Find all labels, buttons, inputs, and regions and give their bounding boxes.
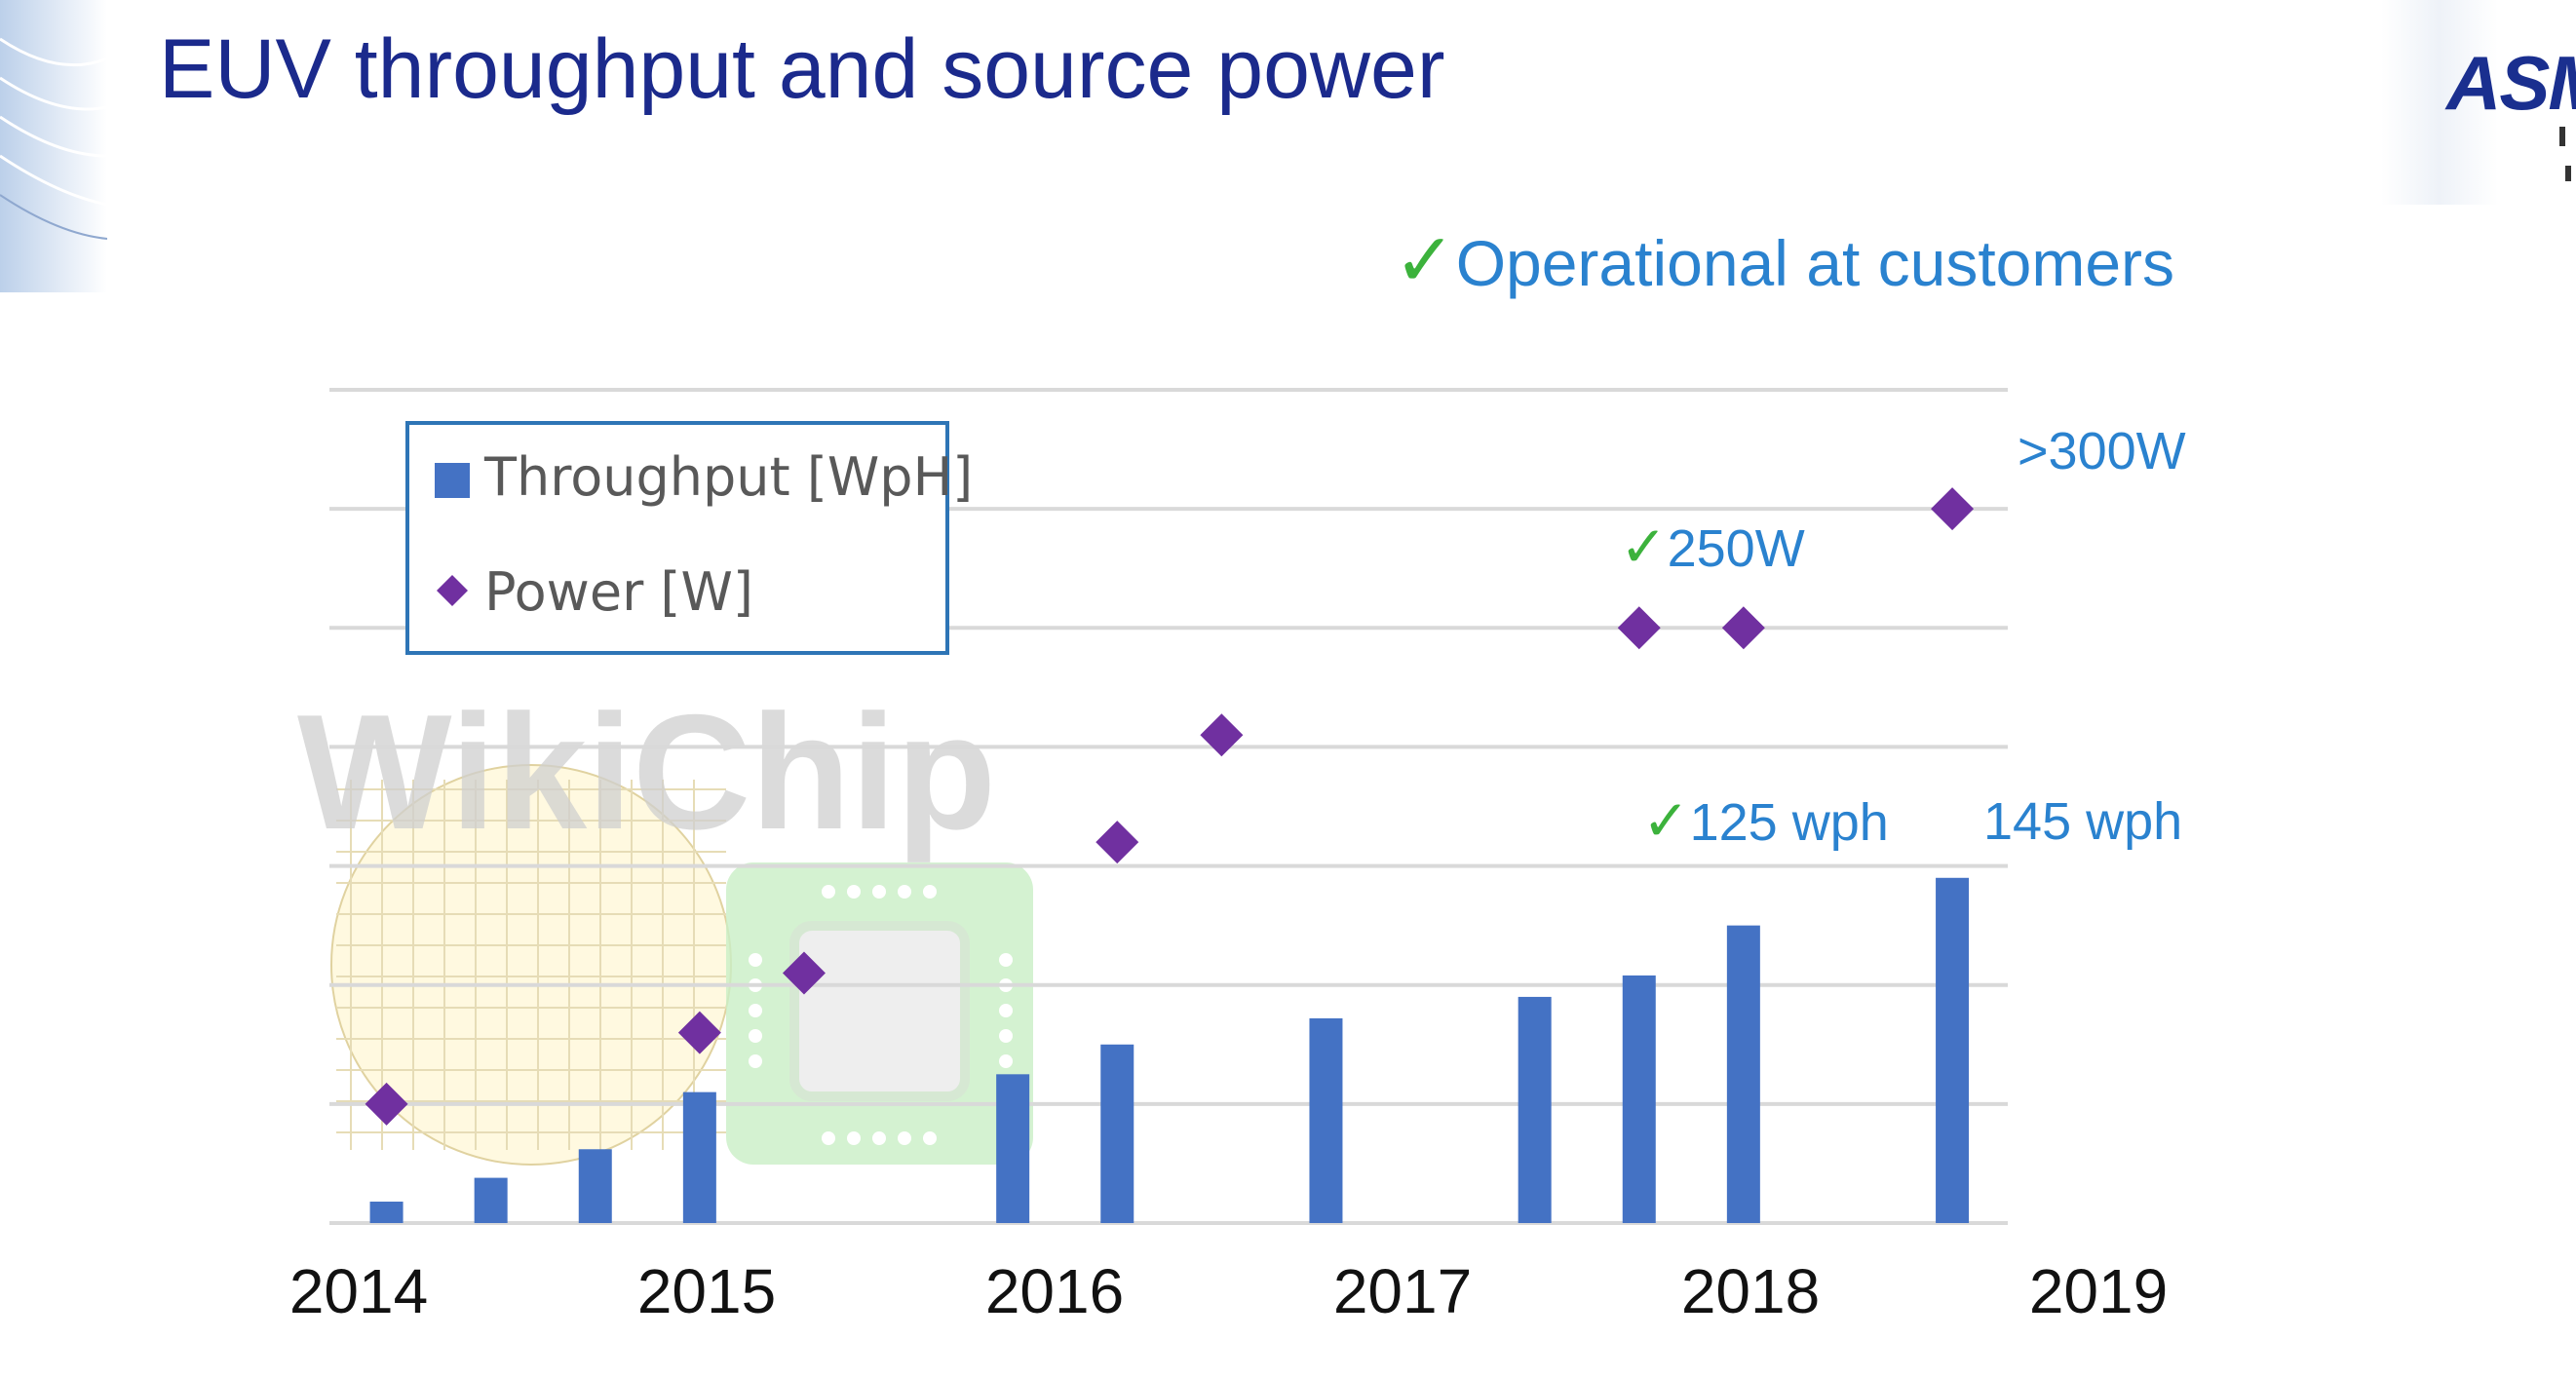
power-point xyxy=(365,1082,408,1126)
throughput-bar xyxy=(474,1177,508,1223)
operational-callout: ✓Operational at customers xyxy=(1394,216,2174,303)
logo-tagline-mark xyxy=(2559,127,2565,146)
power-point xyxy=(782,951,826,995)
chip-pin xyxy=(749,1029,762,1043)
logo-tagline-mark xyxy=(2565,166,2571,181)
power-300-callout: >300W xyxy=(2018,422,2186,480)
throughput-bar xyxy=(1518,996,1552,1223)
chip-pin xyxy=(898,1131,911,1145)
check-icon: ✓ xyxy=(1642,787,1690,854)
chip-pin xyxy=(822,1131,835,1145)
swoosh-decoration xyxy=(0,0,107,292)
power-point xyxy=(1931,487,1975,531)
page-title: EUV throughput and source power xyxy=(159,22,1445,116)
chip-pin xyxy=(749,953,762,967)
chip-pin xyxy=(999,1054,1013,1068)
throughput-bar xyxy=(1309,1017,1343,1223)
power-point xyxy=(1200,713,1244,757)
throughput-bar xyxy=(1726,925,1760,1223)
chip-pin xyxy=(749,1004,762,1017)
tput-125-callout: ✓125 wph xyxy=(1642,787,1889,854)
header-fade xyxy=(2381,0,2576,205)
chip-pin xyxy=(847,1131,861,1145)
throughput-bar xyxy=(1936,877,1970,1223)
throughput-bar xyxy=(1622,975,1656,1223)
legend: Throughput [WpH] Power [W] xyxy=(405,421,973,655)
throughput-bar xyxy=(682,1091,716,1223)
chip-pin xyxy=(923,885,937,899)
x-tick-label: 2016 xyxy=(985,1256,1124,1326)
power-point xyxy=(1096,821,1139,864)
power-point xyxy=(1721,606,1765,650)
x-tick-label: 2017 xyxy=(1333,1256,1472,1326)
x-tick-label: 2019 xyxy=(2029,1256,2168,1326)
x-axis-ticks: 2014 2015 2016 2017 2018 2019 xyxy=(289,1256,2168,1326)
chip-pin xyxy=(822,885,835,899)
power-250-callout-text: 250W xyxy=(1667,519,1805,578)
throughput-bars xyxy=(369,877,1970,1223)
company-logo: ASM xyxy=(2446,40,2576,126)
x-tick-label: 2015 xyxy=(637,1256,776,1326)
throughput-bar xyxy=(996,1074,1030,1223)
chip-pin xyxy=(847,885,861,899)
legend-power-label: Power [W] xyxy=(484,561,753,623)
chip-pin xyxy=(923,1131,937,1145)
operational-callout-text: Operational at customers xyxy=(1455,227,2175,299)
x-tick-label: 2018 xyxy=(1681,1256,1820,1326)
power-point xyxy=(1617,606,1661,650)
chip-pin xyxy=(898,885,911,899)
power-point xyxy=(677,1011,721,1054)
throughput-bar xyxy=(578,1149,612,1223)
check-icon: ✓ xyxy=(1394,216,1456,303)
throughput-bar xyxy=(369,1202,404,1223)
tput-125-callout-text: 125 wph xyxy=(1689,793,1889,852)
chip-pin xyxy=(749,1054,762,1068)
chip-pin xyxy=(999,1029,1013,1043)
throughput-bar xyxy=(1100,1044,1134,1223)
chip-pin xyxy=(872,1131,886,1145)
power-250-callout: ✓250W xyxy=(1620,514,1805,580)
wikichip-watermark: WikiChip xyxy=(297,680,1033,1166)
chip-pin xyxy=(999,1004,1013,1017)
chip-pin xyxy=(999,953,1013,967)
legend-square-icon xyxy=(435,463,470,498)
watermark-text: WikiChip xyxy=(297,680,996,863)
legend-throughput-label: Throughput [WpH] xyxy=(483,446,973,508)
legend-diamond-icon xyxy=(437,575,468,606)
x-tick-label: 2014 xyxy=(289,1256,428,1326)
chip-pin xyxy=(872,885,886,899)
power-points xyxy=(365,487,1975,1126)
tput-145-callout: 145 wph xyxy=(1983,792,2183,851)
check-icon: ✓ xyxy=(1620,514,1668,580)
